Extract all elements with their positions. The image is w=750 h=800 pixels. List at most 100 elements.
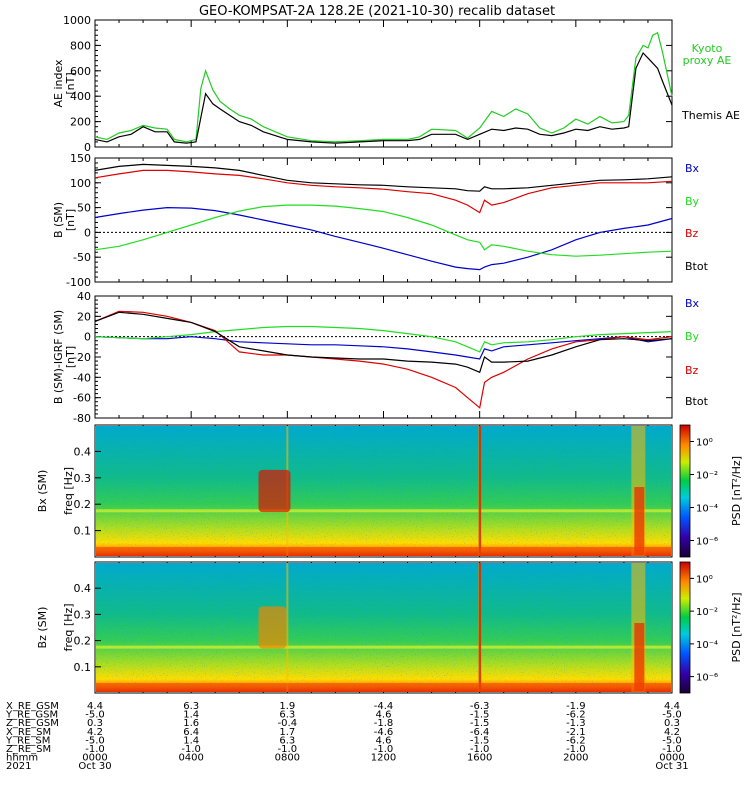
ephemeris-row-label: Z_RE_SM bbox=[6, 744, 51, 755]
y-tick-label: -100 bbox=[66, 276, 91, 289]
ephemeris-value: 4.2 bbox=[87, 727, 103, 738]
spectrogram-speckle bbox=[96, 563, 671, 692]
y-tick-label: 0.2 bbox=[74, 498, 92, 511]
panel-2: -100 -50 0 50 100 150 B (SM) [nT] Bx By Bz Btot bbox=[52, 152, 709, 289]
ephemeris-value: 4.6 bbox=[376, 735, 392, 746]
panel-frame bbox=[94, 295, 673, 419]
legend-bx: Bx bbox=[685, 162, 700, 175]
ephemeris-value: -1.0 bbox=[662, 744, 682, 755]
ephemeris-value: -1.5 bbox=[470, 735, 490, 746]
y-tick-label: 0 bbox=[84, 226, 91, 239]
ephemeris-value: 1.9 bbox=[279, 701, 295, 712]
y-axis-label: B (SM) bbox=[52, 202, 65, 238]
ephemeris-value: -6.3 bbox=[470, 701, 490, 712]
ephemeris-value: -5.0 bbox=[662, 710, 682, 721]
y-tick-label: 400 bbox=[70, 90, 91, 103]
y-tick-label: 0.1 bbox=[74, 661, 92, 674]
ephemeris-value: 6.3 bbox=[279, 735, 295, 746]
pc1-wave bbox=[258, 606, 287, 649]
ephemeris-value: 6.4 bbox=[183, 727, 199, 738]
colorbar-tick-label: 10⁰ bbox=[696, 438, 713, 449]
ephemeris-value: 6.3 bbox=[279, 710, 295, 721]
series-bx bbox=[94, 206, 673, 271]
ephemeris-value: 0.3 bbox=[87, 718, 103, 729]
colorbar-tick-label: 10⁻⁴ bbox=[696, 504, 718, 515]
ephemeris-value: 0.3 bbox=[664, 718, 680, 729]
series-btot bbox=[94, 163, 673, 192]
ephemeris-row-label: Z_RE_GSM bbox=[6, 718, 59, 729]
ephemeris-value: -1.0 bbox=[181, 744, 201, 755]
y-tick-label: 40 bbox=[77, 290, 91, 303]
series-bz bbox=[94, 169, 673, 214]
spectrogram-speckle bbox=[96, 426, 671, 556]
ephemeris-value: -1.5 bbox=[470, 718, 490, 729]
legend-kyoto-line2: proxy AE bbox=[683, 54, 732, 67]
y-tick-label: 0.4 bbox=[74, 445, 92, 458]
legend-kyoto-line1: Kyoto bbox=[692, 42, 723, 55]
legend-themis-ae: Themis AE bbox=[681, 109, 740, 122]
ephemeris-value: -5.0 bbox=[85, 735, 105, 746]
colorbar-tick-label: 10⁻² bbox=[696, 471, 718, 482]
low-frequency-floor bbox=[96, 683, 671, 692]
component-label: Bx (SM) bbox=[36, 470, 49, 513]
ephemeris-value: 1600 bbox=[467, 753, 492, 764]
burst-core bbox=[634, 487, 645, 555]
colorbar-label: PSD [nT²/Hz] bbox=[730, 592, 743, 662]
y-tick-label: 0.4 bbox=[74, 582, 92, 595]
ephemeris-value: -1.0 bbox=[278, 744, 298, 755]
panel-3: -80 -60 -40 -20 0 20 40 B (SM)-IGRF (SM) [nT] Bx B… bbox=[52, 290, 709, 425]
colorbar-tick-label: 10⁻² bbox=[696, 607, 718, 618]
y-axis-label: B (SM)-IGRF (SM) bbox=[52, 310, 65, 404]
y-tick-label: -60 bbox=[73, 392, 91, 405]
component-label: Bz (SM) bbox=[36, 607, 49, 649]
date-label: Oct 31 bbox=[655, 761, 688, 772]
ephemeris-value: -1.0 bbox=[566, 744, 586, 755]
ephemeris-value: -5.0 bbox=[85, 710, 105, 721]
ephemeris-value: -1.5 bbox=[470, 710, 490, 721]
burst-band bbox=[286, 563, 289, 692]
legend-btot: Btot bbox=[685, 260, 709, 273]
ephemeris-value: 4.2 bbox=[664, 727, 680, 738]
legend-bx: Bx bbox=[685, 297, 700, 310]
legend-by: By bbox=[685, 195, 700, 208]
ephemeris-value: -6.2 bbox=[566, 710, 586, 721]
pc1-wave bbox=[258, 469, 291, 513]
y-tick-label: 0 bbox=[84, 331, 91, 344]
y-tick-label: 800 bbox=[70, 39, 91, 52]
y-tick-label: 0.3 bbox=[74, 472, 92, 485]
ephemeris-value: 0000 bbox=[82, 753, 107, 764]
ephemeris-value: 2000 bbox=[563, 753, 588, 764]
ephemeris-value: -5.0 bbox=[662, 735, 682, 746]
ephemeris-value: -1.0 bbox=[85, 744, 105, 755]
y-axis-unit: [nT] bbox=[64, 209, 77, 231]
series-themis-ae bbox=[94, 51, 673, 144]
colorbar-tick-label: 10⁰ bbox=[696, 574, 713, 585]
panel-4: 0.1 0.2 0.3 0.4 Bx (SM) freq [Hz] 10⁰ 10⁻² 10⁻⁴ 1… bbox=[36, 424, 743, 558]
colorbar-tick-label: 10⁻⁶ bbox=[696, 673, 718, 684]
ephemeris-value: -1.9 bbox=[566, 701, 586, 712]
y-tick-label: 150 bbox=[70, 152, 91, 165]
colorbar-label: PSD [nT²/Hz] bbox=[730, 456, 743, 526]
legend-bz: Bz bbox=[685, 227, 699, 240]
series-btot bbox=[94, 311, 673, 374]
ephemeris-value: -1.0 bbox=[470, 744, 490, 755]
ephemeris-value: -1.3 bbox=[566, 718, 586, 729]
series-by bbox=[94, 204, 673, 257]
panel-frame bbox=[94, 157, 673, 283]
ephemeris-row-label: 2021 bbox=[6, 761, 31, 772]
y-tick-label: 20 bbox=[77, 310, 91, 323]
series-kyoto-proxy-ae bbox=[94, 31, 673, 143]
ephemeris-row-label: Y_RE_GSM bbox=[5, 710, 58, 721]
y-tick-label: 1000 bbox=[63, 14, 91, 27]
y-tick-label: 600 bbox=[70, 65, 91, 78]
burst-core bbox=[478, 426, 482, 556]
ephemeris-value: 4.6 bbox=[376, 710, 392, 721]
y-tick-label: 0.3 bbox=[74, 608, 92, 621]
colorbar bbox=[679, 424, 691, 558]
burst-core bbox=[634, 623, 645, 691]
ephemeris-row-label: X_RE_GSM bbox=[6, 701, 59, 712]
ephemeris-value: -0.4 bbox=[278, 718, 298, 729]
ephemeris-row-label: X_RE_SM bbox=[6, 727, 51, 738]
legend-btot: Btot bbox=[685, 395, 709, 408]
